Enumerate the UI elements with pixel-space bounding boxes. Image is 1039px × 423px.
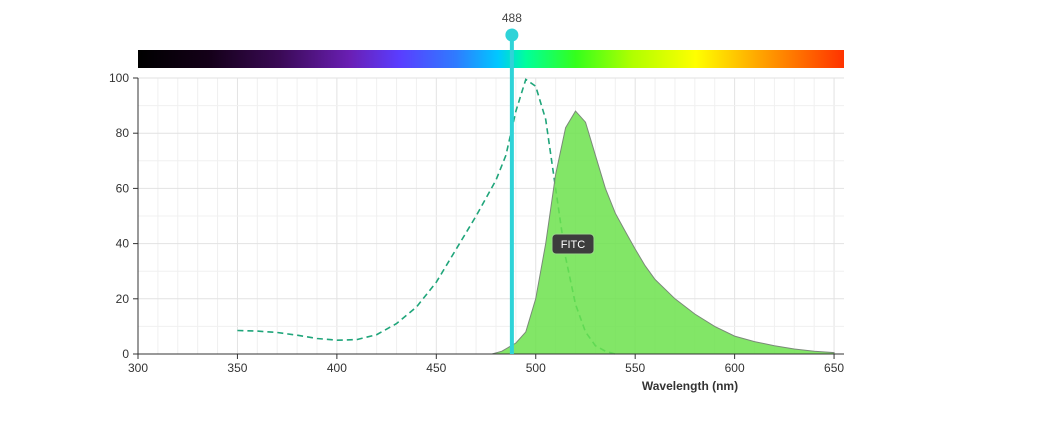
x-tick-label: 350 bbox=[227, 361, 247, 375]
spectrum-color-bar bbox=[138, 50, 844, 68]
x-tick-label: 450 bbox=[426, 361, 446, 375]
y-tick-label: 80 bbox=[116, 126, 130, 140]
x-axis-title: Wavelength (nm) bbox=[642, 379, 738, 393]
x-tick-label: 300 bbox=[128, 361, 148, 375]
dye-label-text: FITC bbox=[561, 239, 585, 251]
y-tick-label: 20 bbox=[116, 292, 130, 306]
series-layer bbox=[237, 78, 835, 355]
x-tick-label: 650 bbox=[824, 361, 844, 375]
emission-area bbox=[491, 110, 835, 355]
grid bbox=[137, 77, 844, 355]
y-tick-label: 0 bbox=[122, 347, 129, 361]
x-tick-label: 400 bbox=[327, 361, 347, 375]
laser-layer[interactable]: 488 bbox=[502, 11, 522, 354]
laser-wavelength-label: 488 bbox=[502, 11, 522, 25]
x-tick-label: 500 bbox=[526, 361, 546, 375]
y-tick-label: 40 bbox=[116, 237, 130, 251]
label-layer: FITC bbox=[551, 233, 595, 255]
y-tick-label: 60 bbox=[116, 181, 130, 195]
x-tick-label: 600 bbox=[725, 361, 745, 375]
laser-handle[interactable] bbox=[505, 28, 519, 42]
x-tick-label: 550 bbox=[625, 361, 645, 375]
axes: 300 350 400 450 500 550 600 650 0 20 40 60 80 100 Wave… bbox=[109, 71, 844, 393]
y-tick-label: 100 bbox=[109, 71, 129, 85]
dye-label-badge bbox=[551, 233, 595, 255]
